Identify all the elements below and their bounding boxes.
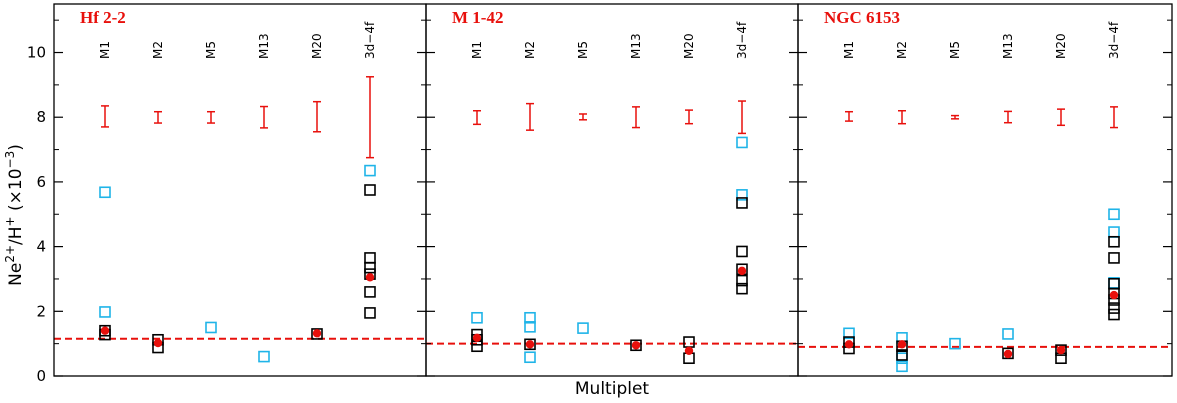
multiplet-label: 3d−4f <box>735 21 749 59</box>
blue-open-square <box>1002 328 1014 340</box>
blue-open-square <box>949 337 961 350</box>
blue-open-square <box>258 350 270 363</box>
blue-open-square <box>736 189 748 201</box>
panel-title: NGC 6153 <box>824 8 900 27</box>
blue-open-square <box>471 311 483 324</box>
multiplet-label: M20 <box>1054 33 1068 59</box>
multiplet-label: M2 <box>523 41 537 59</box>
blue-open-square <box>205 321 217 334</box>
panel-2: M 1-42 M1 M2 M5 M13 M20 3d−4f <box>425 3 799 377</box>
mean-point <box>897 340 907 349</box>
mean-point <box>312 329 322 338</box>
y-axis-label: Ne2+/H+ (×10−3) <box>3 144 26 286</box>
multiplet-label: M1 <box>842 41 856 59</box>
blue-open-square <box>524 311 536 324</box>
black-open-square <box>1108 235 1120 248</box>
panel-1: Hf 2-2 M1 M2 M5 M13 M20 3d−4f <box>53 3 427 377</box>
mean-point <box>153 338 163 348</box>
black-open-square <box>630 339 642 352</box>
blue-open-square <box>1108 208 1120 221</box>
black-open-square <box>1108 302 1120 314</box>
mean-point <box>737 266 747 276</box>
mean-point <box>100 326 110 335</box>
black-open-square <box>311 328 323 340</box>
multiplet-label: 3d−4f <box>1107 21 1121 59</box>
blue-open-square <box>99 306 111 318</box>
y-tick-label: 8 <box>36 108 46 126</box>
black-open-square <box>524 338 536 351</box>
mean-point <box>1109 290 1119 300</box>
mean-point <box>1056 345 1066 355</box>
black-open-square <box>683 336 695 348</box>
multiplet-label: M13 <box>629 33 643 59</box>
black-open-square <box>736 274 748 287</box>
black-open-square <box>364 261 376 274</box>
blue-open-square <box>843 327 855 340</box>
black-open-square <box>1108 252 1120 264</box>
y-tick-label: 10 <box>27 44 46 62</box>
black-open-square <box>364 286 376 298</box>
black-open-square <box>736 245 748 258</box>
y-tick-label: 2 <box>36 302 46 320</box>
multiplet-label: M5 <box>204 41 218 59</box>
multiplet-label: M13 <box>1001 33 1015 59</box>
blue-open-square <box>524 351 536 364</box>
multiplet-label: M13 <box>257 33 271 59</box>
multiplet-label: M2 <box>895 41 909 59</box>
mean-point <box>684 346 694 355</box>
mean-point <box>631 341 641 350</box>
mean-point <box>1003 349 1013 359</box>
black-open-square <box>1055 344 1067 356</box>
black-open-square <box>364 184 376 196</box>
x-axis-label: Multiplet <box>575 379 650 399</box>
multiplet-label: M5 <box>948 41 962 59</box>
panel-title: Hf 2-2 <box>80 8 126 27</box>
black-open-square <box>1002 347 1014 360</box>
black-open-square <box>736 197 748 209</box>
mean-point <box>365 273 375 282</box>
mean-point <box>844 340 854 349</box>
multiplet-label: M20 <box>310 33 324 59</box>
blue-open-square <box>364 164 376 177</box>
blue-open-square <box>896 360 908 373</box>
panel-title: M 1-42 <box>452 8 503 27</box>
y-tick-label: 6 <box>36 173 46 191</box>
black-open-square <box>1108 308 1120 321</box>
black-open-square <box>896 349 908 361</box>
black-open-square <box>736 282 748 295</box>
multiplet-label: M1 <box>470 41 484 59</box>
multiplet-label: M20 <box>682 33 696 59</box>
multiplet-label: M5 <box>576 41 590 59</box>
mean-point <box>472 333 482 343</box>
blue-open-square <box>736 136 748 149</box>
y-tick-label: 4 <box>36 238 46 256</box>
panel-3: NGC 6153 M1 M2 M5 M13 M20 3d−4f <box>797 3 1173 377</box>
panel-frame <box>797 3 1173 377</box>
blue-open-square <box>524 321 536 333</box>
multiplet-label: M2 <box>151 41 165 59</box>
multiplet-label: M1 <box>98 41 112 59</box>
blue-open-square <box>1108 226 1120 238</box>
blue-open-square <box>99 186 111 199</box>
black-open-square <box>364 307 376 319</box>
multiplet-label: 3d−4f <box>363 21 377 59</box>
blue-open-square <box>577 322 589 334</box>
mean-point <box>525 340 535 349</box>
y-tick-label: 0 <box>36 367 46 385</box>
black-open-square <box>364 252 376 264</box>
black-open-square <box>99 324 111 337</box>
